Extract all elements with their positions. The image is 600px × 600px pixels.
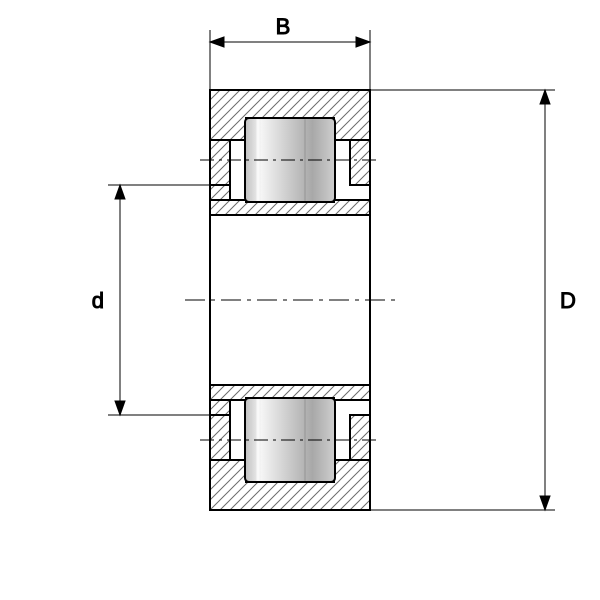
bearing-cross-section-diagram: B D d [0,0,600,600]
dimension-D-label: D [560,288,576,313]
dimension-D: D [370,90,576,510]
dimension-B-label: B [276,14,291,39]
dimension-B: B [210,14,370,90]
dimension-d-label: d [92,288,104,313]
